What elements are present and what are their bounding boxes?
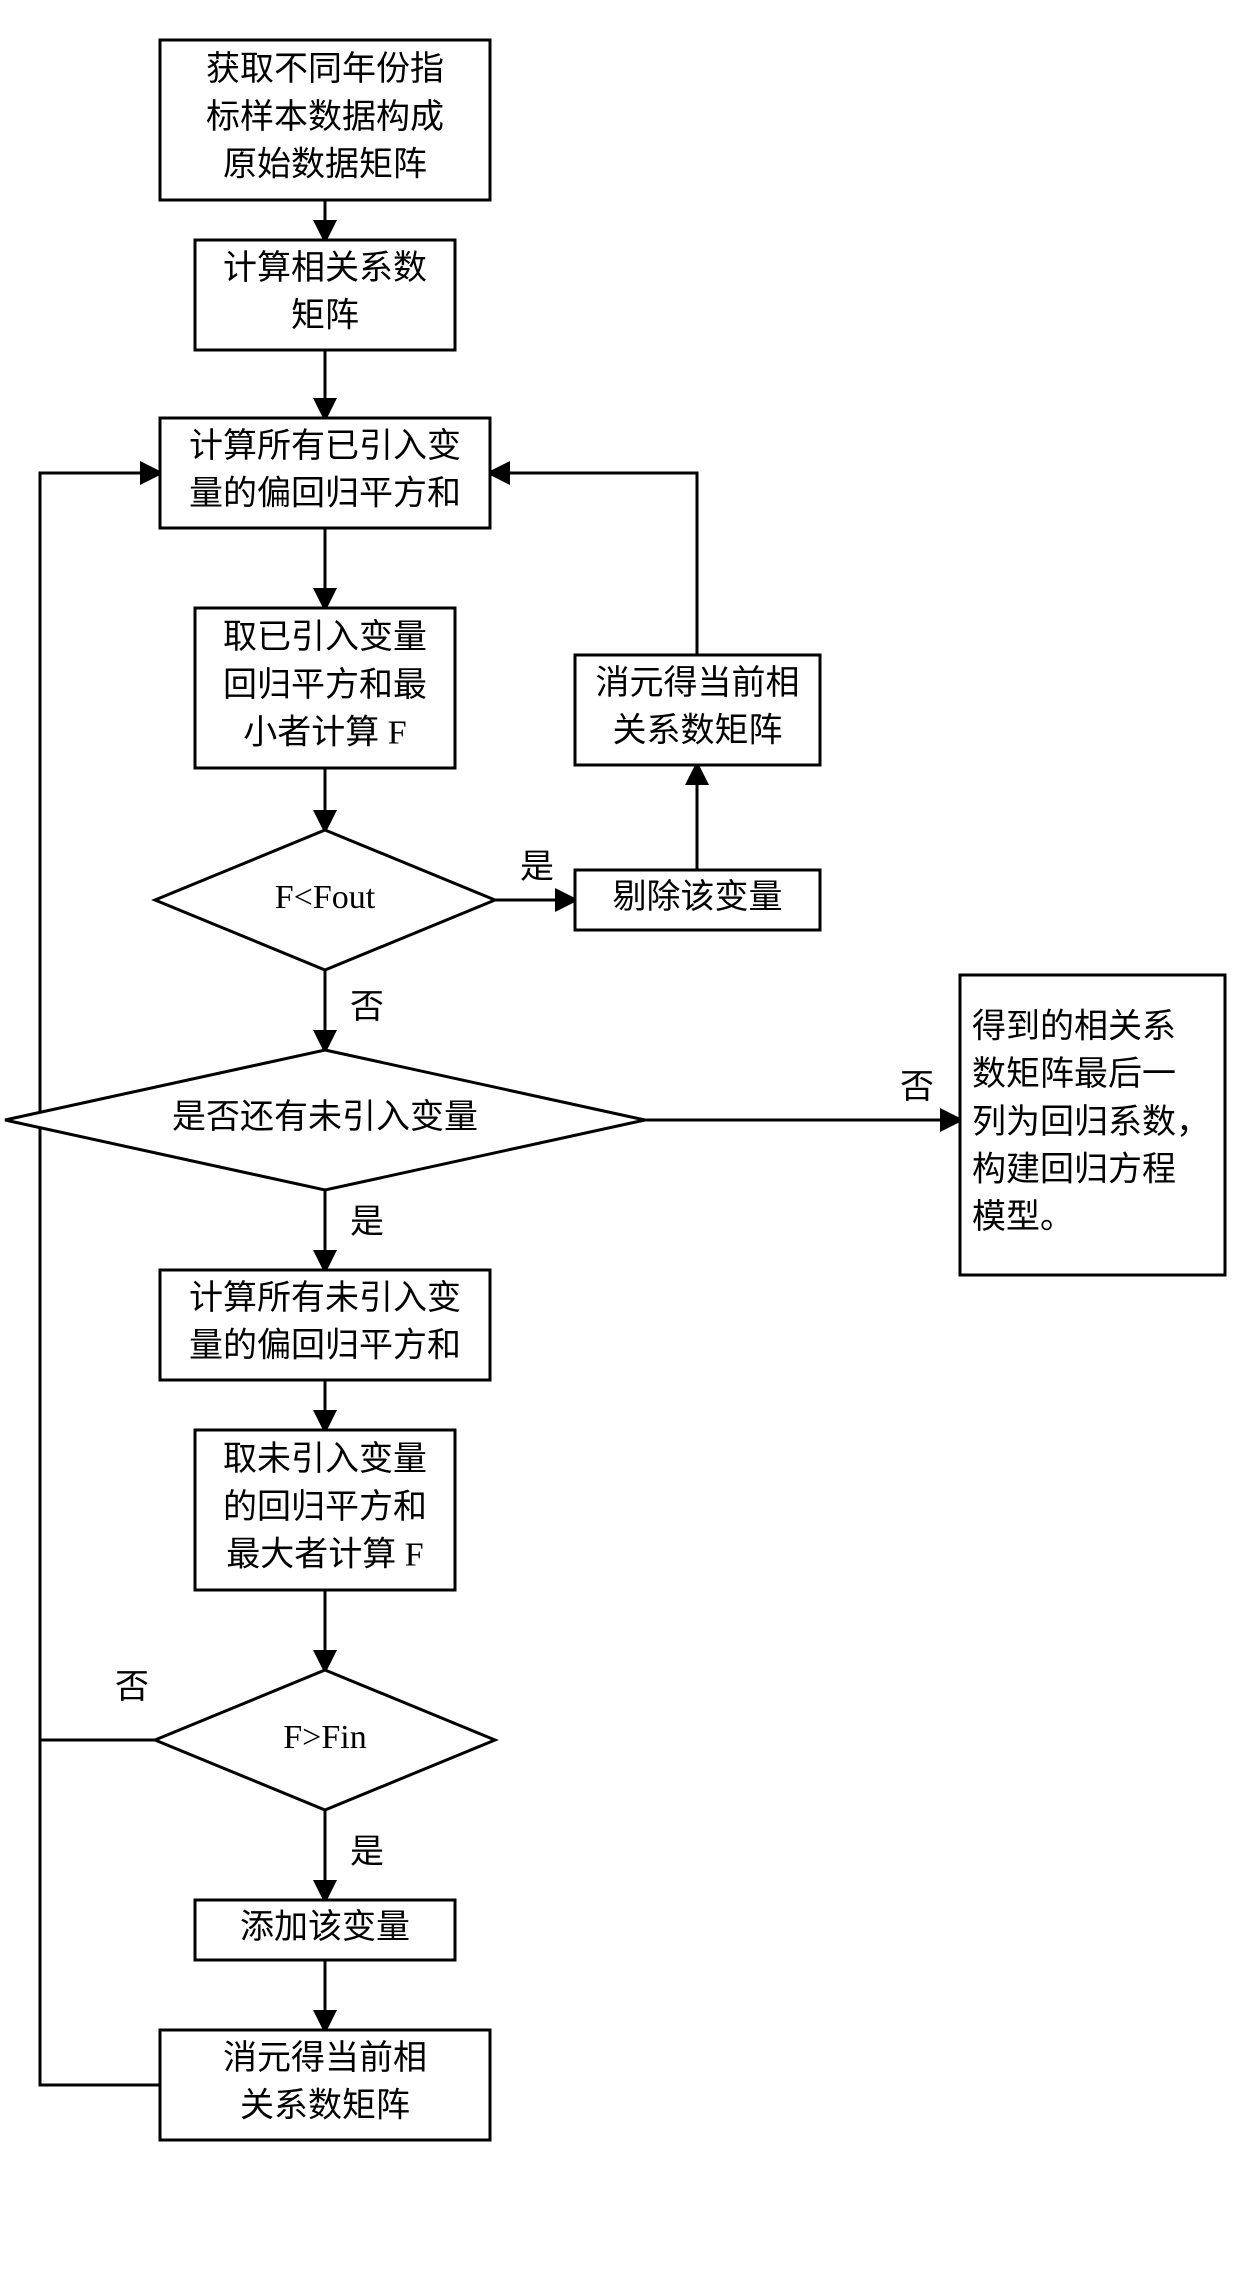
node-n8-text: 计算所有未引入变 (189, 1279, 461, 1317)
edge-label: 否 (900, 1069, 934, 1106)
node-n2-text: 矩阵 (291, 297, 359, 335)
edge-label: 是 (350, 1834, 384, 1871)
node-d2-text: 是否还有未引入变量 (172, 1098, 478, 1136)
node-n3-text: 计算所有已引入变 (189, 427, 461, 465)
node-n7-text: 数矩阵最后一 (972, 1055, 1176, 1093)
node-n4-text: 回归平方和最 (223, 666, 427, 704)
node-n2-text: 计算相关系数 (223, 249, 427, 287)
node-n10-text: 添加该变量 (240, 1908, 410, 1946)
node-n6-text: 消元得当前相 (596, 664, 800, 702)
node-n4-text: 小者计算 F (243, 713, 406, 751)
node-n1-text: 标样本数据构成 (206, 98, 444, 136)
edge (490, 473, 697, 655)
node-d1-text: F<Fout (275, 879, 376, 916)
edge-label: 是 (350, 1204, 384, 1241)
edge-label: 是 (520, 849, 554, 886)
node-n4-text: 取已引入变量 (223, 618, 427, 656)
node-n7-text: 构建回归方程 (972, 1150, 1176, 1188)
node-n3-text: 量的偏回归平方和 (189, 475, 461, 513)
node-n6-text: 关系数矩阵 (613, 712, 783, 750)
node-n8-text: 量的偏回归平方和 (189, 1327, 461, 1365)
edge-label: 否 (115, 1669, 149, 1706)
node-n9-text: 的回归平方和 (223, 1488, 427, 1526)
node-n9-text: 取未引入变量 (223, 1440, 427, 1478)
node-n7-text: 得到的相关系 (972, 1008, 1176, 1046)
node-n11-text: 关系数矩阵 (240, 2087, 410, 2125)
node-n1-text: 原始数据矩阵 (223, 145, 427, 183)
node-n7-text: 模型。 (972, 1198, 1074, 1236)
node-d3-text: F>Fin (283, 1719, 366, 1756)
node-n7-text: 列为回归系数， (972, 1103, 1210, 1141)
node-n9-text: 最大者计算 F (226, 1535, 423, 1573)
node-n11-text: 消元得当前相 (223, 2039, 427, 2077)
edge-label: 否 (350, 989, 384, 1026)
node-n1-text: 获取不同年份指 (206, 50, 444, 88)
node-n5-text: 剔除该变量 (613, 878, 783, 916)
edge (40, 1740, 160, 2085)
